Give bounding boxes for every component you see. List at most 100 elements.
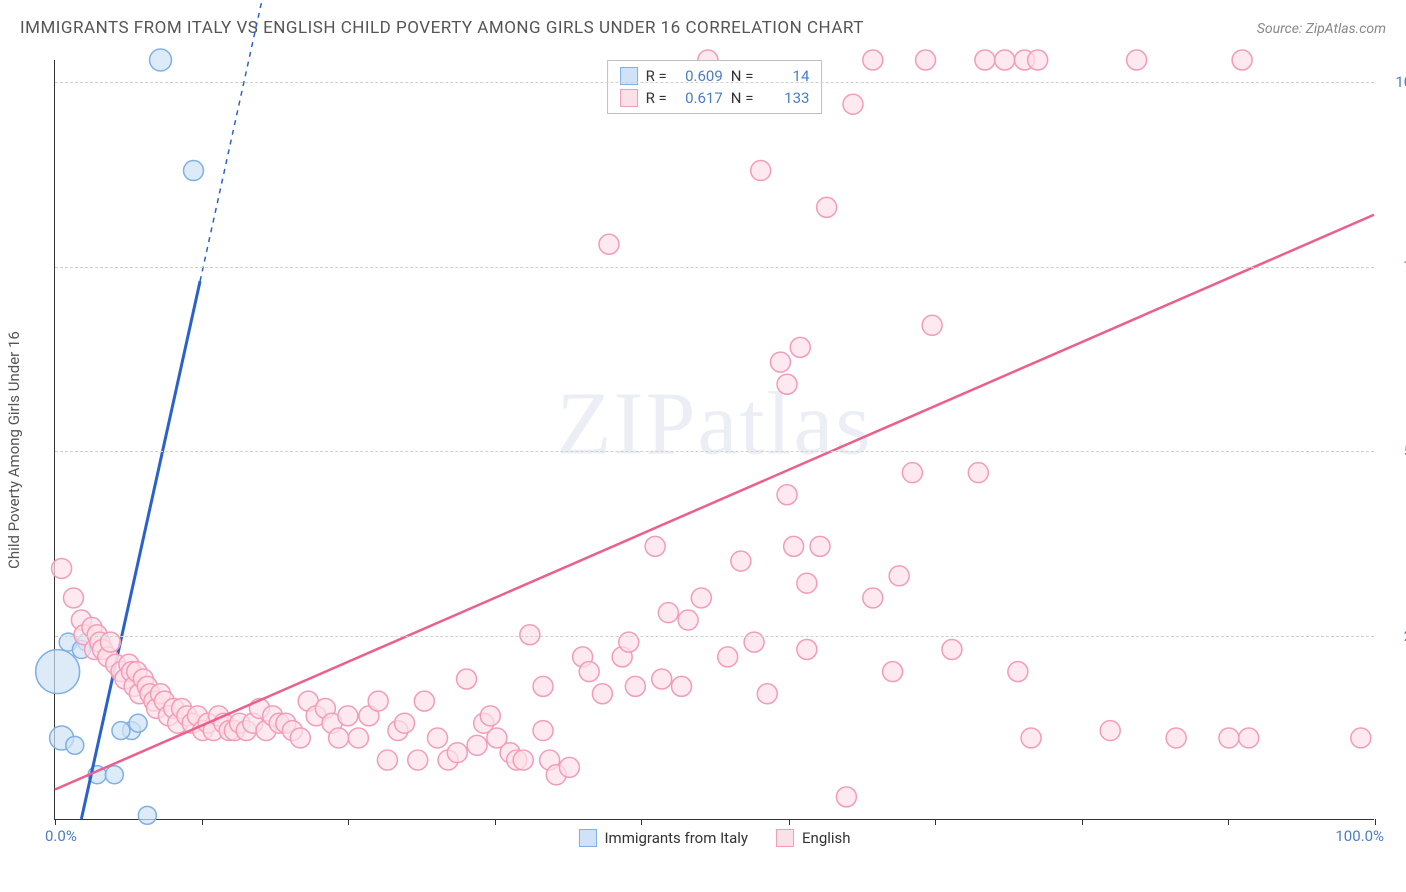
legend-r-label-1: R =	[646, 89, 667, 107]
scatter-point-english	[777, 374, 797, 394]
scatter-point-english	[922, 315, 942, 335]
scatter-point-english	[377, 750, 397, 770]
source-attribution: Source: ZipAtlas.com	[1257, 21, 1386, 37]
x-tick	[789, 819, 790, 825]
series-legend: Immigrants from Italy English	[578, 829, 850, 847]
scatter-point-english	[480, 706, 500, 726]
y-tick-label: 100.0%	[1384, 73, 1406, 91]
scatter-point-english	[625, 676, 645, 696]
gridline	[55, 451, 1374, 452]
series-legend-english: English	[776, 829, 851, 847]
series-name-0: Immigrants from Italy	[604, 829, 748, 847]
scatter-point-english	[348, 728, 368, 748]
scatter-point-english	[1100, 721, 1120, 741]
scatter-point-english	[777, 485, 797, 505]
scatter-point-english	[645, 536, 665, 556]
scatter-point-english	[975, 50, 995, 70]
scatter-point-english	[1028, 50, 1048, 70]
scatter-point-english	[658, 603, 678, 623]
scatter-point-english	[784, 536, 804, 556]
series-swatch-italy	[578, 829, 596, 847]
x-tick	[935, 819, 936, 825]
scatter-point-english	[533, 676, 553, 696]
legend-n-label-1: N =	[731, 89, 754, 107]
chart-area: Child Poverty Among Girls Under 16 ZIPat…	[44, 60, 1380, 840]
x-axis-start-label: 0.0%	[45, 827, 77, 845]
x-tick	[1228, 819, 1229, 825]
scatter-point-english	[599, 234, 619, 254]
scatter-point-english	[757, 684, 777, 704]
scatter-point-english	[513, 750, 533, 770]
scatter-point-english	[1127, 50, 1147, 70]
scatter-svg	[55, 60, 1374, 819]
series-legend-italy: Immigrants from Italy	[578, 829, 748, 847]
scatter-point-english	[329, 728, 349, 748]
scatter-point-english	[1239, 728, 1259, 748]
x-tick	[202, 819, 203, 825]
scatter-point-english	[968, 463, 988, 483]
scatter-point-english	[63, 588, 83, 608]
scatter-point-english	[1219, 728, 1239, 748]
scatter-point-english	[652, 669, 672, 689]
series-swatch-english	[776, 829, 794, 847]
legend-row-english: R = 0.617 N = 133	[620, 87, 810, 109]
scatter-point-english	[447, 743, 467, 763]
scatter-point-english	[790, 337, 810, 357]
scatter-point-italy	[150, 49, 172, 71]
legend-swatch-english	[620, 89, 638, 107]
legend-n-value-1: 133	[761, 89, 809, 107]
scatter-point-english	[395, 713, 415, 733]
x-tick	[348, 819, 349, 825]
scatter-point-english	[770, 352, 790, 372]
chart-header: IMMIGRANTS FROM ITALY VS ENGLISH CHILD P…	[20, 18, 1386, 38]
scatter-point-english	[751, 161, 771, 181]
trend-line-italy	[81, 281, 200, 819]
scatter-point-english	[368, 691, 388, 711]
source-value: ZipAtlas.com	[1306, 21, 1386, 37]
scatter-point-english	[902, 463, 922, 483]
scatter-point-english	[338, 706, 358, 726]
scatter-point-english	[579, 662, 599, 682]
scatter-point-english	[797, 640, 817, 660]
scatter-point-english	[1351, 728, 1371, 748]
x-tick	[1375, 819, 1376, 825]
plot-region: ZIPatlas R = 0.609 N = 14 R = 0.617 N = …	[54, 60, 1374, 820]
scatter-point-english	[414, 691, 434, 711]
scatter-point-italy	[112, 722, 130, 740]
scatter-point-italy	[129, 714, 147, 732]
y-axis-label: Child Poverty Among Girls Under 16	[5, 331, 23, 569]
scatter-point-english	[457, 669, 477, 689]
scatter-point-english	[942, 640, 962, 660]
scatter-point-english	[883, 662, 903, 682]
scatter-point-english	[559, 757, 579, 777]
legend-r-value-1: 0.617	[675, 89, 723, 107]
series-name-1: English	[802, 829, 851, 847]
scatter-point-english	[863, 50, 883, 70]
scatter-point-italy	[66, 736, 84, 754]
scatter-point-english	[916, 50, 936, 70]
chart-title: IMMIGRANTS FROM ITALY VS ENGLISH CHILD P…	[20, 18, 864, 38]
scatter-point-english	[290, 728, 310, 748]
y-tick-label: 25.0%	[1384, 627, 1406, 645]
scatter-point-english	[467, 735, 487, 755]
legend-row-italy: R = 0.609 N = 14	[620, 65, 810, 87]
scatter-point-italy	[184, 161, 204, 181]
scatter-point-english	[52, 558, 72, 578]
x-tick	[1082, 819, 1083, 825]
scatter-point-english	[1232, 50, 1252, 70]
x-tick	[55, 819, 56, 825]
source-label: Source:	[1257, 21, 1302, 37]
scatter-point-english	[836, 787, 856, 807]
scatter-point-english	[678, 610, 698, 630]
scatter-point-english	[810, 536, 830, 556]
scatter-point-english	[1166, 728, 1186, 748]
y-tick-label: 75.0%	[1384, 258, 1406, 276]
scatter-point-italy	[138, 806, 156, 824]
trend-line-dash-italy	[200, 0, 263, 281]
scatter-point-english	[863, 588, 883, 608]
scatter-point-english	[731, 551, 751, 571]
gridline	[55, 636, 1374, 637]
scatter-point-english	[889, 566, 909, 586]
scatter-point-english	[672, 676, 692, 696]
scatter-point-english	[797, 573, 817, 593]
